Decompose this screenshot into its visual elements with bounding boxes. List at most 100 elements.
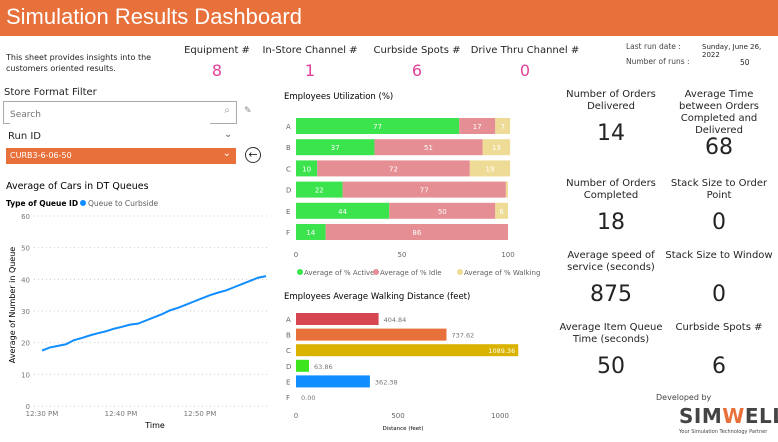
chevron-down-icon[interactable]: ⌄ — [224, 129, 233, 140]
y-tick-label: 0 — [26, 403, 30, 411]
kpi-label: Number of Orders Delivered — [566, 89, 656, 112]
counter-equipment-value: 8 — [211, 61, 223, 80]
data-label: 77 — [420, 187, 429, 195]
legend-marker — [373, 269, 379, 275]
kpi-value: 875 — [590, 282, 632, 307]
kpi-label: Stack Size to Window — [665, 250, 773, 261]
data-label: 51 — [424, 144, 433, 152]
bar-segment — [374, 139, 483, 156]
number-of-runs: 50 — [740, 58, 750, 67]
search-input[interactable] — [10, 105, 210, 125]
kpi-value: 50 — [597, 354, 625, 379]
counter-instore-value: 1 — [304, 61, 316, 80]
data-label: 19 — [486, 165, 495, 173]
y-axis-label: Average of Number in Queue — [8, 247, 17, 364]
kpi-value: 0 — [712, 210, 726, 235]
bar-segment — [495, 202, 508, 219]
simwell-logo: SIMWELL — [679, 404, 778, 428]
developed-by-text: Developed by — [656, 393, 712, 402]
data-label: 72 — [389, 165, 398, 173]
bar-segment — [469, 160, 511, 177]
kpi-value: 68 — [705, 135, 733, 160]
line-chart-title: Average of Cars in DT Queues — [6, 181, 149, 192]
store-format-filter-title: Store Format Filter — [4, 87, 97, 98]
bar — [296, 344, 519, 357]
category-label: C — [286, 165, 291, 173]
kpi-value: 6 — [712, 354, 726, 379]
counter-curbside-label: Curbside Spots # — [373, 45, 461, 56]
back-arrow-icon[interactable]: ← — [245, 147, 261, 163]
category-label: F — [286, 229, 290, 237]
category-label: A — [286, 123, 291, 131]
x-tick-label: 100 — [501, 251, 514, 259]
bar-segment — [296, 202, 390, 219]
bar-segment — [296, 118, 460, 134]
legend-marker — [457, 269, 463, 275]
counter-curbside-value: 6 — [411, 61, 423, 80]
bar-segment — [342, 181, 506, 198]
header-bar — [0, 0, 778, 36]
kpi-value: 18 — [597, 210, 625, 235]
bar-segment — [317, 160, 470, 177]
page-title: Simulation Results Dashboard — [6, 4, 302, 29]
bar-segment — [505, 181, 508, 198]
data-label: 0.00 — [301, 394, 315, 402]
walking-chart-title: Employees Average Walking Distance (feet… — [284, 292, 470, 302]
counter-equipment-label: Equipment # — [184, 45, 250, 56]
x-axis-label: Time — [144, 421, 165, 430]
kpi-label: Stack Size to Order Point — [670, 178, 768, 201]
kpi-label: Curbside Spots # — [675, 322, 763, 333]
dt-queue-line-chart: Average of Cars in DT Queues Type of Queu… — [6, 181, 270, 430]
data-label: 37 — [331, 144, 340, 152]
run-id-value: CURB3-6-06-50 — [10, 151, 72, 160]
category-label: A — [286, 316, 291, 324]
data-label: 86 — [412, 229, 421, 237]
y-tick-label: 30 — [21, 308, 30, 316]
bar — [296, 359, 310, 372]
y-tick-label: 20 — [21, 340, 30, 348]
last-run-date-label: Last run date : — [626, 42, 681, 51]
data-label: 737.62 — [451, 332, 474, 340]
category-label: D — [286, 363, 291, 371]
intro-text: This sheet provides insights into the cu… — [6, 53, 152, 73]
counter-drivethru-value: 0 — [519, 61, 531, 80]
x-axis-label: Distance (feet) — [383, 426, 424, 432]
category-label: D — [286, 187, 291, 195]
search-icon: ⌕ — [224, 105, 230, 116]
bar-segment — [296, 160, 318, 177]
x-tick-label: 0 — [294, 412, 298, 420]
data-label: 22 — [315, 187, 324, 195]
legend-marker — [80, 200, 86, 206]
bar-segment — [296, 224, 326, 240]
counter-instore-label: In-Store Channel # — [262, 45, 358, 56]
data-label: 77 — [373, 123, 382, 131]
data-label: 10 — [302, 165, 311, 173]
legend-item: Average of % Active — [304, 269, 374, 277]
category-label: F — [286, 394, 290, 402]
data-label: 6 — [499, 208, 504, 216]
legend-marker — [297, 269, 303, 275]
x-tick-label: 500 — [391, 412, 404, 420]
eraser-icon[interactable]: ✎ — [244, 106, 252, 116]
category-label: E — [286, 208, 290, 216]
x-tick-label: 12:50 PM — [184, 410, 217, 418]
run-id-select[interactable]: CURB3-6-06-50 ⌄ — [6, 148, 236, 164]
category-label: C — [286, 347, 291, 355]
store-format-search[interactable]: ⌕ — [3, 101, 237, 125]
category-label: B — [286, 144, 291, 152]
legend-item: Average of % Walking — [464, 269, 540, 277]
data-label: 362.38 — [375, 378, 398, 386]
run-id-label: Run ID — [8, 131, 42, 142]
x-tick-label: 12:30 PM — [26, 410, 59, 418]
kpi-label: Average Item Queue Time (seconds) — [559, 322, 663, 345]
utilization-bar-chart: Employees Utilization (%) A 77 17 7 B 37 51 13 C 1… — [284, 92, 540, 277]
bar-segment — [296, 181, 343, 198]
data-label: 50 — [438, 208, 447, 216]
bar-segment — [389, 202, 496, 219]
x-tick-label: 12:40 PM — [105, 410, 138, 418]
kpi-value: 14 — [597, 121, 625, 146]
number-of-runs-label: Number of runs : — [626, 57, 690, 66]
kpi-label: Average speed of service (seconds) — [567, 250, 655, 273]
chevron-down-icon: ⌄ — [222, 148, 231, 159]
simwell-tagline: Your Simulation Technology Partner — [679, 429, 768, 435]
